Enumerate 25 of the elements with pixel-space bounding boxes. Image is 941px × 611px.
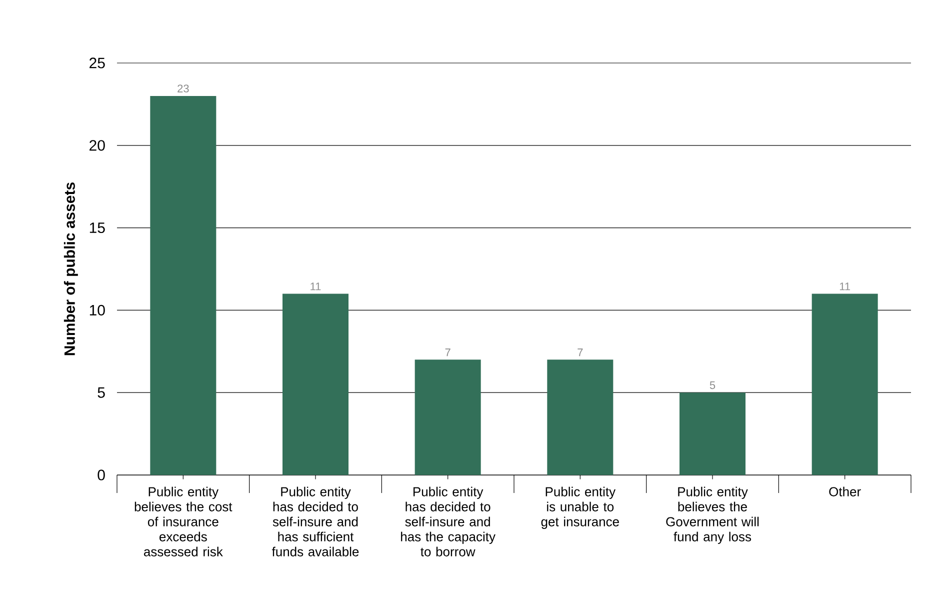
x-tick-label: Public entity has decided to self-insure and has sufficient funds available (272, 486, 359, 556)
y-tick-label: 0 (98, 470, 105, 480)
x-tick-label: Public entity has decided to self-insure and has the capacity to borrow (401, 486, 496, 556)
x-tick-label: Public entity believes the cost of insurance exceeds assessed risk (134, 486, 232, 556)
y-tick-label: 15 (90, 222, 105, 234)
data-label: 7 (445, 348, 450, 356)
x-tick-label: Other (829, 486, 861, 496)
bar (282, 294, 349, 475)
data-label: 5 (710, 381, 716, 390)
bar (150, 96, 216, 475)
bar (414, 360, 481, 475)
bar (547, 360, 614, 475)
data-label: 23 (178, 84, 189, 92)
y-tick-label: 25 (90, 58, 105, 68)
y-tick-label: 20 (90, 140, 105, 151)
y-tick-label: 5 (98, 387, 105, 398)
x-tick-label: Public entity is unable to get insurance (541, 486, 619, 529)
x-tick-label: Public entity believes the Government will fund any loss (666, 486, 759, 544)
bar (812, 294, 878, 475)
y-axis-title: Number of public assets (64, 182, 78, 356)
y-tick-label: 10 (90, 304, 105, 316)
data-label: 11 (310, 282, 321, 290)
bar (680, 392, 746, 475)
data-label: 7 (578, 348, 583, 356)
data-label: 11 (840, 282, 850, 290)
